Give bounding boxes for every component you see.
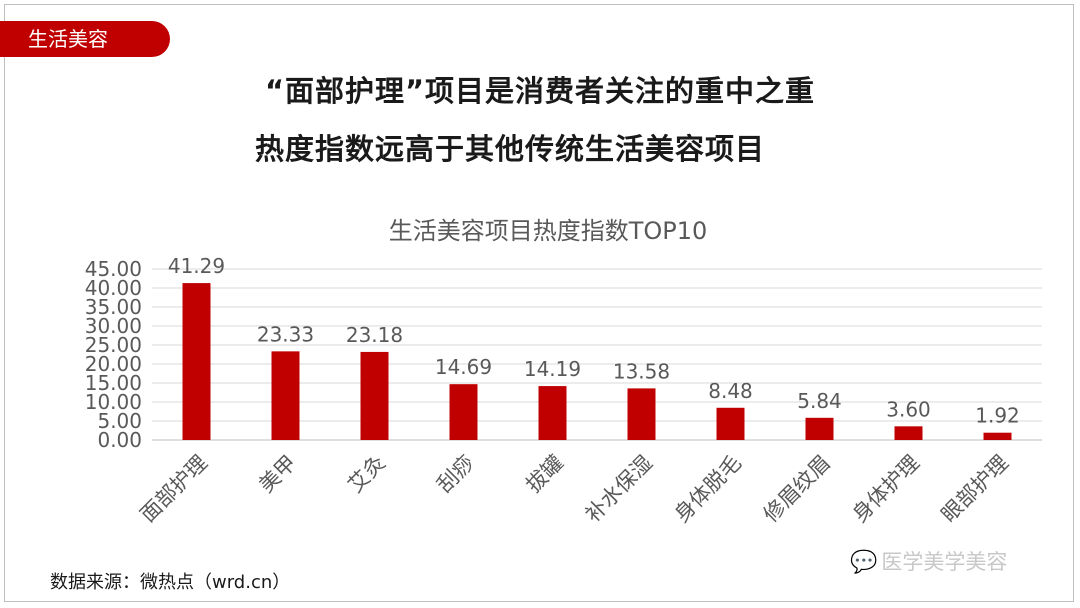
data-source-note: 数据来源：微热点（wrd.cn）	[50, 572, 291, 593]
bar	[538, 386, 567, 440]
y-tick-label: 30.00	[85, 314, 142, 338]
x-tick-label: 补水保湿	[581, 451, 657, 527]
headline-line-2: 热度指数远高于其他传统生活美容项目	[254, 132, 765, 166]
bar	[182, 283, 211, 440]
y-axis-ticks: 0.005.0010.0015.0020.0025.0030.0035.0040…	[85, 257, 142, 452]
wechat-icon: 💬	[850, 550, 878, 575]
watermark-text: 医学美学美容	[881, 550, 1008, 574]
x-tick-label: 艾灸	[343, 451, 390, 498]
y-tick-label: 15.00	[85, 371, 142, 395]
x-tick-label: 刮痧	[432, 451, 479, 498]
data-label: 13.58	[613, 359, 670, 383]
data-label: 3.60	[886, 397, 931, 421]
bar	[894, 426, 923, 440]
bar	[360, 351, 389, 440]
data-label: 14.19	[524, 357, 581, 381]
y-tick-label: 10.00	[85, 390, 142, 414]
y-tick-label: 40.00	[85, 276, 142, 300]
data-labels: 41.29 23.33 23.18 14.69 14.19 13.58 8.48 5.84 3.…	[168, 254, 1020, 428]
y-tick-label: 25.00	[85, 333, 142, 357]
data-label: 1.92	[975, 404, 1020, 428]
bars	[182, 283, 1012, 440]
bar	[805, 417, 834, 440]
y-tick-label: 20.00	[85, 352, 142, 376]
y-tick-label: 45.00	[85, 257, 142, 281]
x-tick-label: 面部护理	[136, 451, 212, 527]
headline-line-1: “面部护理”项目是消费者关注的重中之重	[264, 74, 816, 108]
category-tag: 生活美容	[0, 21, 170, 57]
bar	[716, 407, 745, 440]
x-tick-label: 身体脱毛	[670, 451, 746, 527]
x-tick-label: 美甲	[254, 451, 301, 498]
data-label: 23.33	[257, 322, 314, 346]
slide-frame	[4, 4, 1074, 602]
chart-title: 生活美容项目热度指数TOP10	[389, 217, 708, 245]
x-tick-label: 身体护理	[848, 451, 924, 527]
y-tick-label: 35.00	[85, 295, 142, 319]
category-tag-label: 生活美容	[28, 27, 108, 51]
data-label: 23.18	[346, 323, 403, 347]
bar	[271, 351, 300, 440]
x-tick-label: 眼部护理	[937, 451, 1013, 527]
data-label: 5.84	[797, 389, 842, 413]
data-label: 14.69	[435, 355, 492, 379]
y-tick-label: 5.00	[97, 409, 142, 433]
x-tick-label: 拔罐	[521, 451, 568, 498]
grid-lines	[152, 268, 1042, 441]
x-tick-label: 修眉纹眉	[759, 451, 835, 527]
bar	[449, 384, 478, 440]
y-tick-label: 0.00	[97, 428, 142, 452]
data-label: 8.48	[708, 379, 753, 403]
x-axis-ticks: 面部护理 美甲 艾灸 刮痧 拔罐 补水保湿 身体脱毛 修眉纹眉 身体护理 眼部护理	[136, 451, 1013, 527]
data-label: 41.29	[168, 254, 225, 278]
watermark: 💬 医学美学美容	[850, 546, 1007, 576]
bar	[627, 388, 656, 440]
bar	[983, 432, 1012, 440]
